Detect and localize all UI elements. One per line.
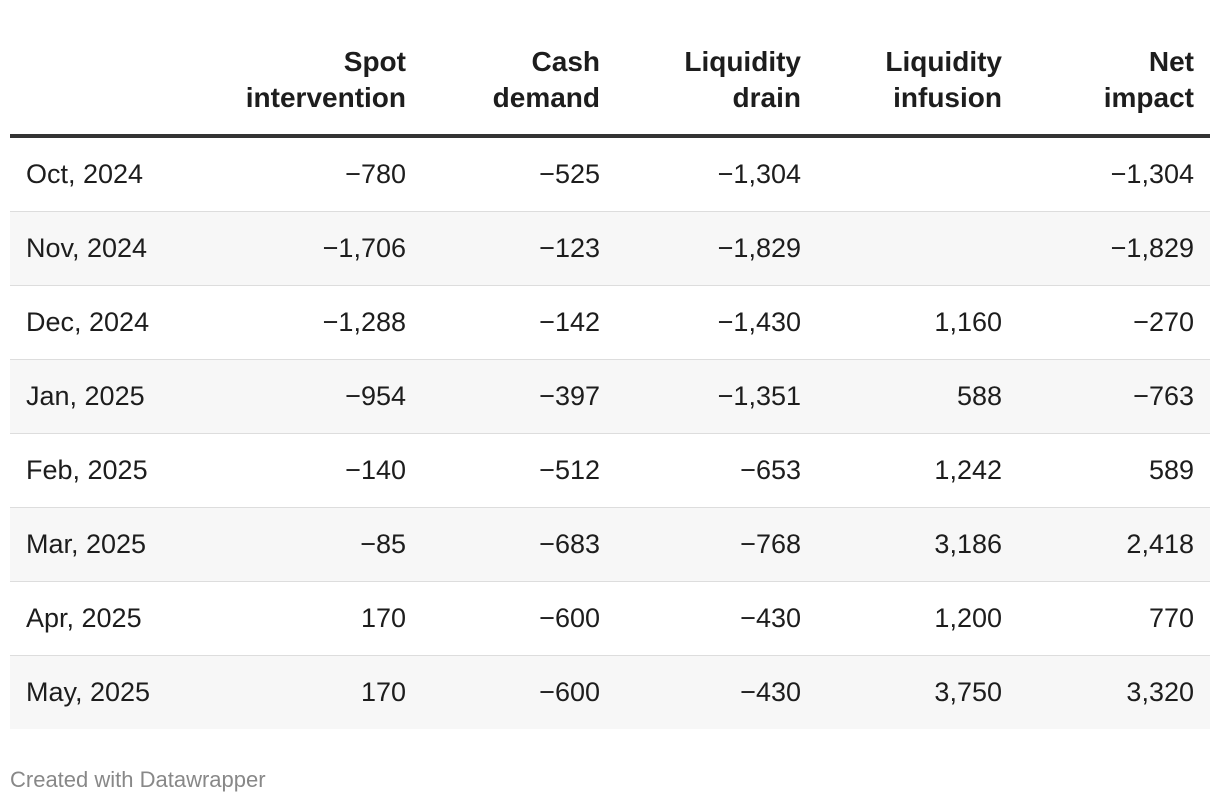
cell-spot-intervention: −140 bbox=[210, 433, 422, 508]
table-row: Nov, 2024 −1,706 −123 −1,829 −1,829 bbox=[10, 211, 1210, 286]
column-header-line: infusion bbox=[893, 82, 1002, 113]
cell-liquidity-drain: −768 bbox=[616, 507, 817, 582]
row-label: May, 2025 bbox=[26, 677, 151, 707]
cell-cash-demand: −525 bbox=[422, 136, 616, 212]
cell-cash-demand: −600 bbox=[539, 677, 600, 707]
column-header-line: demand bbox=[492, 82, 600, 113]
header-row: Spot intervention Cash demand Liquidity … bbox=[10, 44, 1210, 136]
cell-liquidity-drain: −1,351 bbox=[616, 359, 817, 434]
cell-spot-intervention: −1,706 bbox=[210, 211, 422, 286]
cell-net-impact: 770 bbox=[1018, 581, 1210, 656]
cell-liquidity-infusion: 3,186 bbox=[817, 507, 1018, 582]
cell-net-impact: −270 bbox=[1018, 285, 1210, 360]
cell-liquidity-infusion: 1,200 bbox=[817, 581, 1018, 656]
column-header-line: impact bbox=[1103, 82, 1194, 113]
row-label: Mar, 2025 bbox=[10, 507, 210, 582]
row-label: Oct, 2024 bbox=[10, 136, 210, 212]
column-header-line: Net bbox=[1148, 46, 1194, 77]
cell-net-impact: −1,829 bbox=[1018, 211, 1210, 286]
table-row: Dec, 2024 −1,288 −142 −1,430 1,160 −270 bbox=[10, 285, 1210, 360]
row-label: Dec, 2024 bbox=[10, 285, 210, 360]
table-row: Mar, 2025 −85 −683 −768 3,186 2,418 bbox=[10, 507, 1210, 582]
table-header: Spot intervention Cash demand Liquidity … bbox=[10, 44, 1210, 136]
table-row: Apr, 2025 170 −600 −430 1,200 770 bbox=[10, 581, 1210, 656]
cell-cash-demand: −397 bbox=[422, 359, 616, 434]
table-row: May, 2025 170 −600 −430 3,750 3,320 bbox=[10, 655, 1210, 729]
cell-cash-demand: −600 bbox=[422, 581, 616, 656]
cell-spot-intervention: −85 bbox=[210, 507, 422, 582]
cell-liquidity-drain: −430 bbox=[740, 677, 801, 707]
cell-spot-intervention: −1,288 bbox=[210, 285, 422, 360]
cell-liquidity-drain: −1,829 bbox=[616, 211, 817, 286]
cell-liquidity-drain: −653 bbox=[616, 433, 817, 508]
column-header-line: Liquidity bbox=[684, 46, 801, 77]
cell-liquidity-drain: −430 bbox=[616, 581, 817, 656]
cell-cash-demand: −123 bbox=[422, 211, 616, 286]
table-row: Oct, 2024 −780 −525 −1,304 −1,304 bbox=[10, 136, 1210, 212]
column-header-liquidity-drain: Liquidity drain bbox=[616, 44, 817, 136]
cell-net-impact: 589 bbox=[1018, 433, 1210, 508]
datawrapper-credit: Created with Datawrapper bbox=[10, 767, 266, 792]
table-body: Oct, 2024 −780 −525 −1,304 −1,304 Nov, 2… bbox=[10, 136, 1210, 729]
cell-liquidity-infusion: 3,750 bbox=[934, 677, 1002, 707]
column-header-net-impact: Net impact bbox=[1018, 44, 1210, 136]
column-header-spot-intervention: Spot intervention bbox=[210, 44, 422, 136]
column-header-cash-demand: Cash demand bbox=[422, 44, 616, 136]
cell-net-impact: −763 bbox=[1018, 359, 1210, 434]
cell-liquidity-infusion bbox=[817, 211, 1018, 286]
cell-liquidity-infusion bbox=[817, 136, 1018, 212]
cell-spot-intervention: 170 bbox=[210, 581, 422, 656]
cell-spot-intervention: −780 bbox=[210, 136, 422, 212]
row-label: Feb, 2025 bbox=[10, 433, 210, 508]
data-table-container: Spot intervention Cash demand Liquidity … bbox=[10, 44, 1210, 729]
cell-liquidity-drain: −1,304 bbox=[616, 136, 817, 212]
column-header-line: intervention bbox=[245, 82, 406, 113]
cell-liquidity-infusion: 588 bbox=[817, 359, 1018, 434]
cell-net-impact: −1,304 bbox=[1018, 136, 1210, 212]
cell-liquidity-infusion: 1,160 bbox=[817, 285, 1018, 360]
cell-liquidity-drain: −1,430 bbox=[616, 285, 817, 360]
row-label: Jan, 2025 bbox=[10, 359, 210, 434]
table-row: Feb, 2025 −140 −512 −653 1,242 589 bbox=[10, 433, 1210, 508]
cell-cash-demand: −683 bbox=[422, 507, 616, 582]
column-header-line: Spot bbox=[343, 46, 406, 77]
table-row: Jan, 2025 −954 −397 −1,351 588 −763 bbox=[10, 359, 1210, 434]
cell-net-impact: 3,320 bbox=[1126, 677, 1194, 707]
column-header-liquidity-infusion: Liquidity infusion bbox=[817, 44, 1018, 136]
cell-net-impact: 2,418 bbox=[1018, 507, 1210, 582]
row-label: Nov, 2024 bbox=[10, 211, 210, 286]
column-header-line: Cash bbox=[531, 46, 600, 77]
data-table: Spot intervention Cash demand Liquidity … bbox=[10, 44, 1210, 729]
row-label: Apr, 2025 bbox=[10, 581, 210, 656]
column-header-date bbox=[10, 44, 210, 136]
cell-liquidity-infusion: 1,242 bbox=[817, 433, 1018, 508]
column-header-line: Liquidity bbox=[885, 46, 1002, 77]
cell-spot-intervention: 170 bbox=[360, 677, 406, 707]
column-header-line: drain bbox=[732, 82, 801, 113]
cell-spot-intervention: −954 bbox=[210, 359, 422, 434]
cell-cash-demand: −142 bbox=[422, 285, 616, 360]
cell-cash-demand: −512 bbox=[422, 433, 616, 508]
